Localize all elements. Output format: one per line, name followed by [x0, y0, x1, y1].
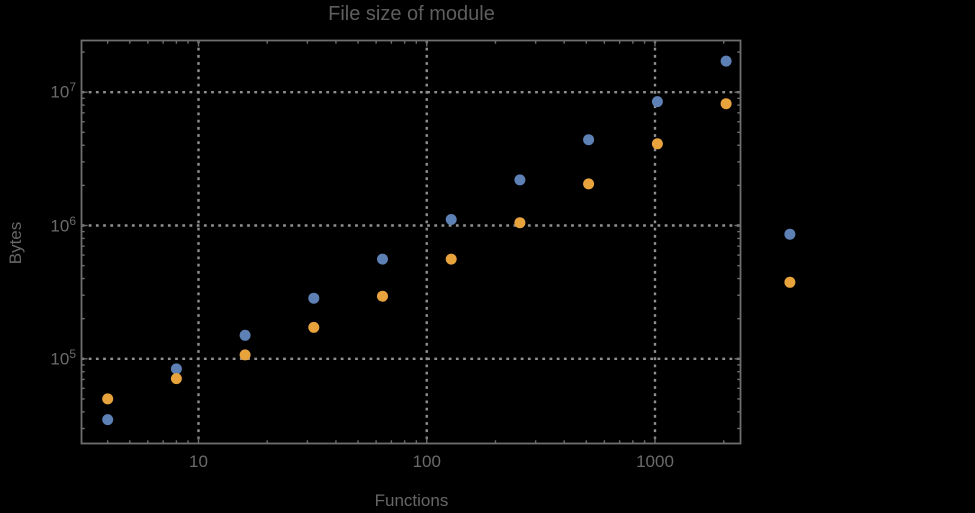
data-point-orange-series: [308, 321, 320, 333]
plot-frame: [80, 39, 742, 445]
data-point-orange-series: [651, 138, 663, 150]
data-point-orange-series: [445, 253, 457, 265]
data-point-orange-series: [170, 373, 182, 385]
x-tick-label: 100: [412, 452, 441, 471]
x-tick-label: 10: [189, 452, 208, 471]
data-point-orange-series: [377, 290, 388, 302]
y-tick-label: 107: [50, 80, 76, 102]
data-point-orange-series: [102, 393, 114, 405]
data-point-blue-series: [308, 292, 320, 304]
data-point-blue-series: [377, 253, 388, 265]
data-point-blue-series: [514, 174, 526, 186]
x-axis-label: Functions: [374, 491, 449, 510]
data-point-orange-series: [784, 276, 796, 288]
x-tick-label: 1000: [636, 452, 674, 471]
data-point-orange-series: [583, 178, 595, 190]
data-point-blue-series: [445, 214, 457, 225]
data-point-blue-series: [784, 228, 796, 240]
data-point-blue-series: [583, 134, 595, 146]
data-point-blue-series: [170, 363, 182, 375]
data-point-orange-series: [720, 98, 732, 110]
data-point-blue-series: [239, 329, 251, 341]
data-point-orange-series: [514, 217, 526, 229]
y-tick-label: 106: [50, 213, 76, 236]
data-point-blue-series: [720, 55, 732, 67]
data-point-blue-series: [102, 414, 114, 426]
y-tick-label: 105: [50, 346, 76, 369]
y-axis-label: Bytes: [6, 221, 25, 265]
chart-title: File size of module: [328, 3, 495, 25]
data-point-blue-series: [651, 96, 663, 108]
data-point-orange-series: [239, 349, 251, 361]
